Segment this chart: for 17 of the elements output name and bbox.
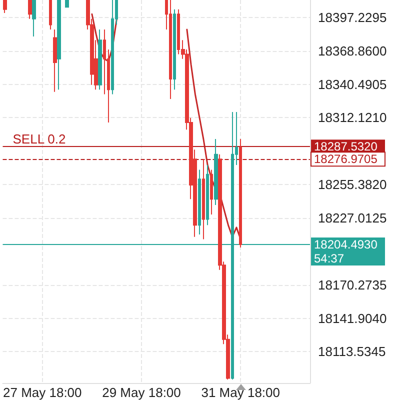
y-tick-label: 18113.5345 xyxy=(318,344,386,360)
y-tick-label: 18170.2735 xyxy=(318,277,387,292)
y-tick-label: 18141.9040 xyxy=(318,310,387,326)
x-tick-label: 29 May 18:00 xyxy=(102,385,181,400)
text: 18204.4930 xyxy=(314,238,378,252)
y-tick-label: 18368.8600 xyxy=(318,43,387,58)
y-tick-label: 18227.0125 xyxy=(318,210,387,226)
text: 18276.9705 xyxy=(314,152,378,166)
x-tick-label: 31 May 18:00 xyxy=(201,385,280,400)
y-tick-label: 18397.2295 xyxy=(318,10,387,25)
y-tick-label: 18340.4905 xyxy=(318,76,387,92)
text: 54:37 xyxy=(314,252,344,266)
y-tick-label: 18312.1210 xyxy=(318,110,387,126)
y-tick-label: 18255.3820 xyxy=(318,177,387,192)
ref-line-label: SELL 0.2 xyxy=(12,132,66,147)
text: 18287.5320 xyxy=(314,140,378,154)
x-tick-label: 27 May 18:00 xyxy=(2,385,82,400)
